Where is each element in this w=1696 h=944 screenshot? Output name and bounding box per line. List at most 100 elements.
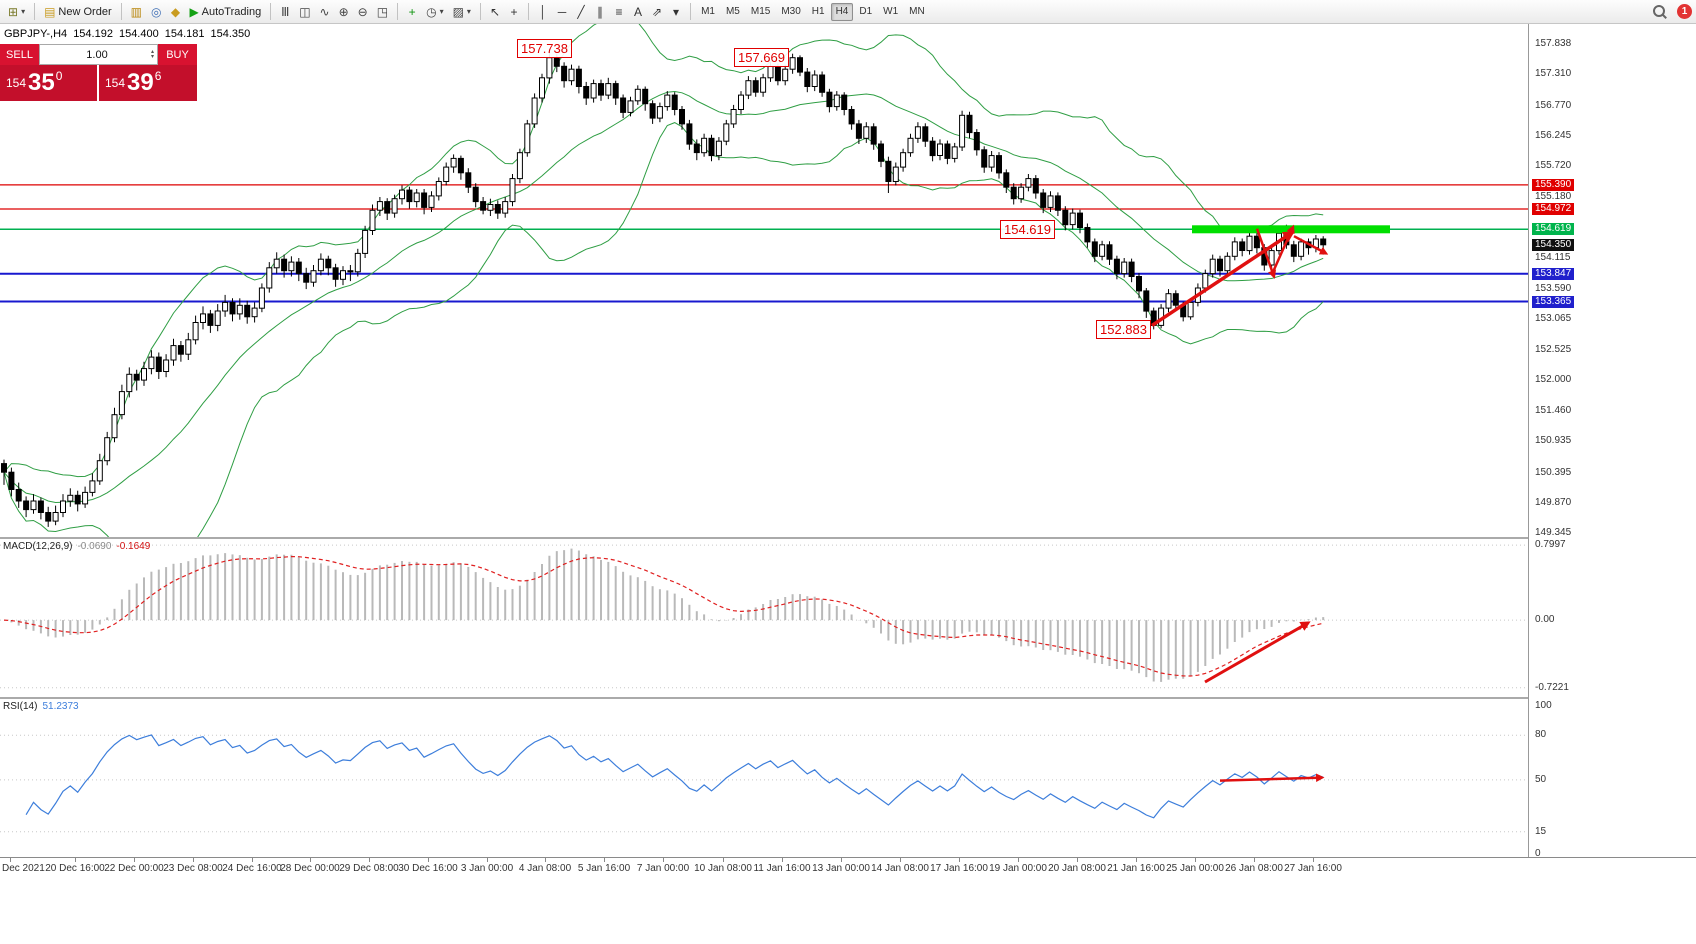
price-axis-label: 152.000 (1535, 374, 1572, 386)
price-axis-label: 154.972 (1532, 203, 1575, 215)
channel-tool-icon: ∥ (597, 4, 603, 19)
price-axis-label: 150.935 (1535, 435, 1572, 447)
time-axis-tick (1136, 858, 1137, 862)
sell-price-button[interactable]: 154 35 0 (0, 65, 97, 101)
price-axis-label: 149.345 (1535, 527, 1572, 538)
arrows-tool-button[interactable]: ⇗ (648, 2, 666, 22)
trendline-tool-button[interactable]: ╱ (572, 2, 590, 22)
price-axis-label: 153.847 (1532, 267, 1575, 280)
time-axis-label: 27 Jan 16:00 (1284, 863, 1342, 874)
price-axis-label: 149.870 (1535, 496, 1572, 508)
timeframe-m5-button[interactable]: M5 (725, 6, 740, 17)
periods-button[interactable]: ◷ ▾ (422, 2, 448, 22)
timeframe-d1-button[interactable]: D1 (859, 6, 873, 17)
time-axis-tick (782, 858, 783, 862)
vertical-line-tool-button[interactable]: │ (534, 2, 552, 22)
buy-price-button[interactable]: 154 39 6 (99, 65, 197, 101)
line-chart-mode-icon: ∿ (319, 4, 330, 19)
ohlc-close: 154.350 (210, 28, 251, 40)
macd-axis-label: -0.7221 (1535, 681, 1569, 693)
fibonacci-tool-button[interactable]: ≡ (610, 2, 628, 22)
line-chart-mode-button[interactable]: ∿ (316, 2, 334, 22)
time-axis-tick (1077, 858, 1078, 862)
new-order-button[interactable]: ▤ New Order (40, 2, 116, 22)
time-axis-label: 7 Jan 00:00 (636, 863, 690, 874)
shapes-menu-icon: ▾ (673, 4, 680, 19)
macd-pane[interactable]: MACD(12,26,9) -0.0690 -0.1649 (0, 539, 1528, 697)
bar-chart-mode-button[interactable]: Ⅲ (276, 2, 294, 22)
time-axis-label: 13 Jan 00:00 (812, 863, 870, 874)
cursor-tool-button[interactable]: ↖ (486, 2, 504, 22)
timeframe-h1-button[interactable]: H1 (811, 6, 825, 17)
ohlc-low: 154.181 (164, 28, 205, 40)
sell-button[interactable]: SELL (0, 44, 39, 65)
indicators-add-button[interactable]: + (403, 2, 421, 22)
crosshair-tool-button[interactable]: + (505, 2, 523, 22)
rsi-label: RSI(14) 51.2373 (3, 701, 84, 712)
time-axis[interactable]: Dec 2021 20 Dec 16:00 22 Dec 00:00 23 Dec 0… (0, 857, 1696, 944)
new-chart-icon: ⊞ (8, 4, 19, 19)
cursor-tool-icon: ↖ (489, 4, 500, 19)
pane-separator[interactable] (0, 697, 1696, 699)
navigator-button[interactable]: ◎ (147, 2, 165, 22)
crosshair-tool-icon: + (510, 4, 518, 19)
macd-axis-label: 0.7997 (1535, 539, 1566, 551)
timeframe-m15-button[interactable]: M15 (750, 6, 771, 17)
time-axis-label: 25 Jan 00:00 (1166, 863, 1224, 874)
volume-input[interactable]: 1.00 ▴ ▾ (39, 44, 158, 65)
time-axis-tick (1254, 858, 1255, 862)
pane-separator[interactable] (0, 537, 1696, 539)
price-annotation-flag[interactable]: 157.738 (517, 39, 572, 59)
time-axis-label: 19 Jan 00:00 (989, 863, 1047, 874)
shapes-menu-button[interactable]: ▾ (667, 2, 685, 22)
main-chart-pane[interactable]: GBPJPY-,H4 154.192 154.400 154.181 154.350 S… (0, 24, 1528, 537)
timeframe-w1-button[interactable]: W1 (883, 6, 899, 17)
time-axis-label: 4 Jan 08:00 (518, 863, 572, 874)
macd-canvas[interactable] (0, 539, 1528, 697)
timeframe-m1-button[interactable]: M1 (701, 6, 715, 17)
zoom-out-button[interactable]: ⊖ (354, 2, 372, 22)
time-axis-tick (1313, 858, 1314, 862)
ask-pip: 6 (154, 69, 162, 83)
autotrading-label: AutoTrading (201, 5, 262, 18)
autotrading-button[interactable]: ▶ AutoTrading (185, 2, 265, 22)
rsi-canvas[interactable] (0, 699, 1528, 857)
main-chart-canvas[interactable] (0, 24, 1528, 537)
terminal-button[interactable]: ◆ (166, 2, 184, 22)
price-annotation-flag[interactable]: 152.883 (1096, 320, 1151, 339)
text-tool-button[interactable]: A (629, 2, 647, 22)
macd-signal-value: -0.1649 (116, 541, 151, 552)
price-annotation-flag[interactable]: 157.669 (734, 48, 789, 67)
rsi-pane[interactable]: RSI(14) 51.2373 (0, 699, 1528, 857)
channel-tool-button[interactable]: ∥ (591, 2, 609, 22)
price-axis[interactable]: 0.7997 0.00 -0.7221 100 80 50 15 0 157.838 157.31… (1528, 24, 1696, 944)
horizontal-line-tool-button[interactable]: ─ (553, 2, 571, 22)
time-axis-label: 11 Jan 16:00 (753, 863, 811, 874)
notification-badge[interactable]: 1 (1677, 4, 1692, 19)
market-watch-button[interactable]: ▥ (127, 2, 146, 22)
tile-windows-button[interactable]: ◳ (373, 2, 392, 22)
spin-up-icon[interactable]: ▴ (150, 48, 154, 55)
timeframe-m30-button[interactable]: M30 (781, 6, 801, 17)
tile-windows-icon: ◳ (376, 4, 389, 19)
new-chart-button[interactable]: ⊞ ▾ (4, 2, 29, 22)
templates-button[interactable]: ▨ ▾ (449, 2, 475, 22)
timeframe-mn-button[interactable]: MN (909, 6, 925, 17)
zoom-in-button[interactable]: ⊕ (335, 2, 353, 22)
search-button[interactable] (1648, 2, 1671, 22)
price-annotation-flag[interactable]: 154.619 (1000, 220, 1055, 240)
volume-spinner[interactable]: ▴ ▾ (150, 48, 154, 60)
candlestick-mode-button[interactable]: ◫ (295, 2, 314, 22)
candlestick-mode-icon: ◫ (299, 4, 311, 19)
price-axis-label: 156.770 (1535, 99, 1572, 111)
bar-chart-mode-icon: Ⅲ (281, 4, 290, 19)
timeframe-h4-button[interactable]: H4 (830, 2, 854, 21)
buy-button[interactable]: BUY (158, 44, 197, 65)
templates-caret-icon: ▾ (466, 6, 471, 16)
price-axis-label: 153.365 (1532, 295, 1575, 308)
time-axis-tick (723, 858, 724, 862)
time-axis-tick (959, 858, 960, 862)
spin-down-icon[interactable]: ▾ (150, 53, 154, 60)
templates-icon: ▨ (452, 4, 464, 19)
rsi-axis-label: 80 (1535, 729, 1547, 741)
